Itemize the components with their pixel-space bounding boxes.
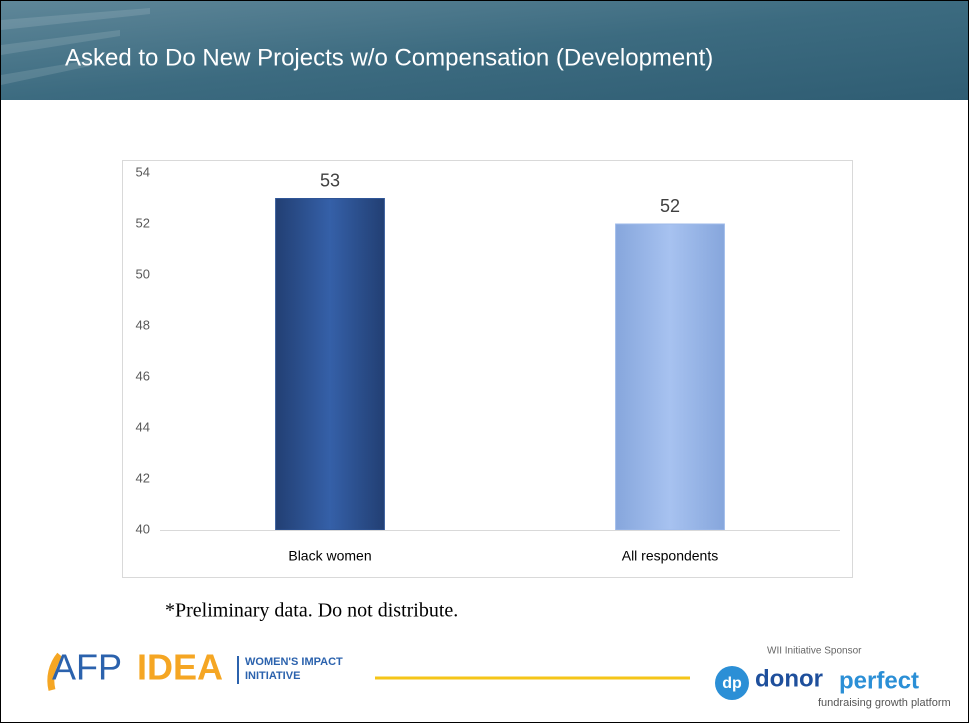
- wii-line1: WOMEN'S IMPACT: [245, 656, 343, 668]
- donor-text: donor: [755, 665, 823, 692]
- y-tick-label: 50: [136, 266, 150, 281]
- header-band: [1, 1, 968, 100]
- chart-frame: [122, 160, 853, 578]
- y-tick-label: 40: [136, 521, 150, 536]
- x-tick-label: All respondents: [622, 548, 719, 564]
- idea-text: IDEA: [137, 647, 223, 688]
- footnote: *Preliminary data. Do not distribute.: [165, 600, 458, 622]
- x-tick-label: Black women: [288, 548, 371, 564]
- sponsor-text: WII Initiative Sponsor: [767, 646, 862, 657]
- slide-title: Asked to Do New Projects w/o Compensatio…: [65, 44, 713, 71]
- y-tick-label: 46: [136, 368, 150, 383]
- dp-text: dp: [722, 675, 742, 692]
- y-tick-label: 52: [136, 215, 150, 230]
- wii-line2: INITIATIVE: [245, 670, 300, 682]
- bar: [615, 223, 725, 531]
- perfect-text: perfect: [839, 667, 919, 694]
- bar: [275, 198, 385, 531]
- plot: 40 42 44 46 48 50 52 54 53 Black women 52 All respo…: [136, 164, 840, 564]
- afp-arc: [47, 652, 63, 691]
- y-tick-label: 44: [136, 419, 150, 434]
- y-tick-label: 48: [136, 317, 150, 332]
- value-label: 52: [660, 196, 680, 216]
- y-tick-label: 42: [136, 470, 150, 485]
- y-tick-label: 54: [136, 164, 150, 179]
- tagline: fundraising growth platform: [818, 697, 951, 709]
- header-decoration: [1, 8, 150, 85]
- afp-text: AFP: [52, 647, 122, 688]
- dp-badge: [715, 666, 749, 700]
- value-label: 53: [320, 170, 340, 190]
